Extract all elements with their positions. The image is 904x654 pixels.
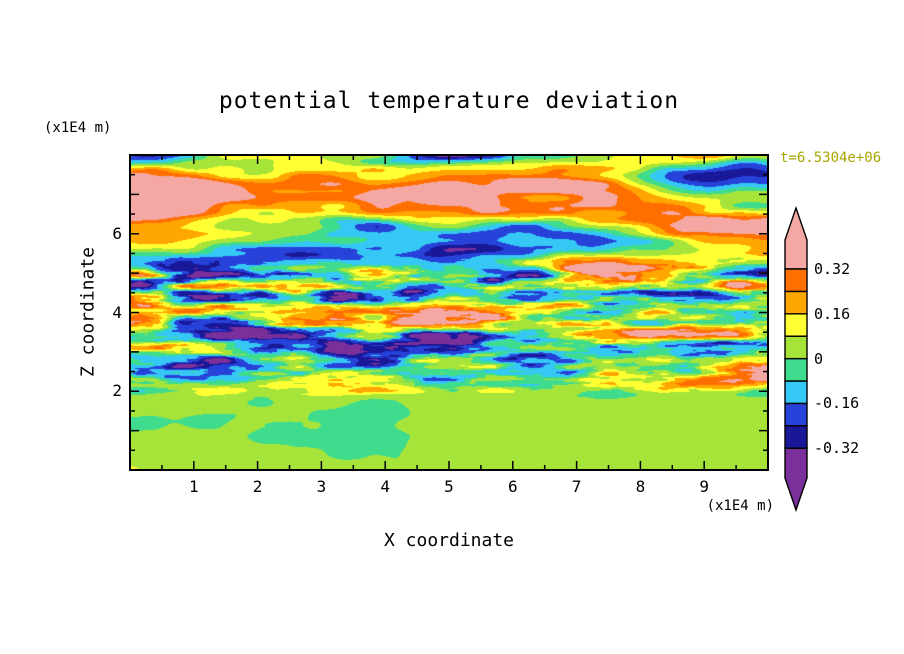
colorbar-tick-label: 0.16 (814, 304, 851, 323)
z-tick-label: 2 (112, 381, 122, 401)
x-tick-label: 5 (444, 477, 454, 496)
x-tick-label: 6 (507, 477, 518, 496)
x-tick-label: 3 (316, 477, 327, 496)
x-tick-label: 2 (252, 477, 263, 496)
x-tick-label: 9 (699, 477, 709, 496)
x-tick-label: 7 (571, 477, 582, 496)
axes-frame (129, 154, 769, 471)
x-tick-label: 8 (635, 477, 646, 496)
colorbar-tick-label: -0.32 (814, 439, 860, 458)
colorbar-tick-label: 0 (814, 349, 824, 368)
colorbar-tick-label: -0.16 (814, 394, 860, 413)
z-tick-label: 6 (112, 223, 122, 243)
x-tick-label: 4 (380, 477, 390, 496)
x-tick-label: 1 (188, 477, 199, 496)
z-axis-unit-label: (x1E4 m) (44, 120, 112, 136)
x-axis-title: X coordinate (383, 530, 515, 551)
contour-field-canvas (130, 155, 768, 470)
x-axis-unit-label: (x1E4 m) (706, 498, 774, 514)
chart-title: potential temperature deviation (218, 88, 680, 114)
colorbar-tick-label: 0.32 (814, 260, 851, 278)
colorbar (784, 205, 808, 513)
time-annotation: t=6.5304e+06 (780, 150, 882, 166)
z-tick-label: 4 (112, 302, 122, 322)
